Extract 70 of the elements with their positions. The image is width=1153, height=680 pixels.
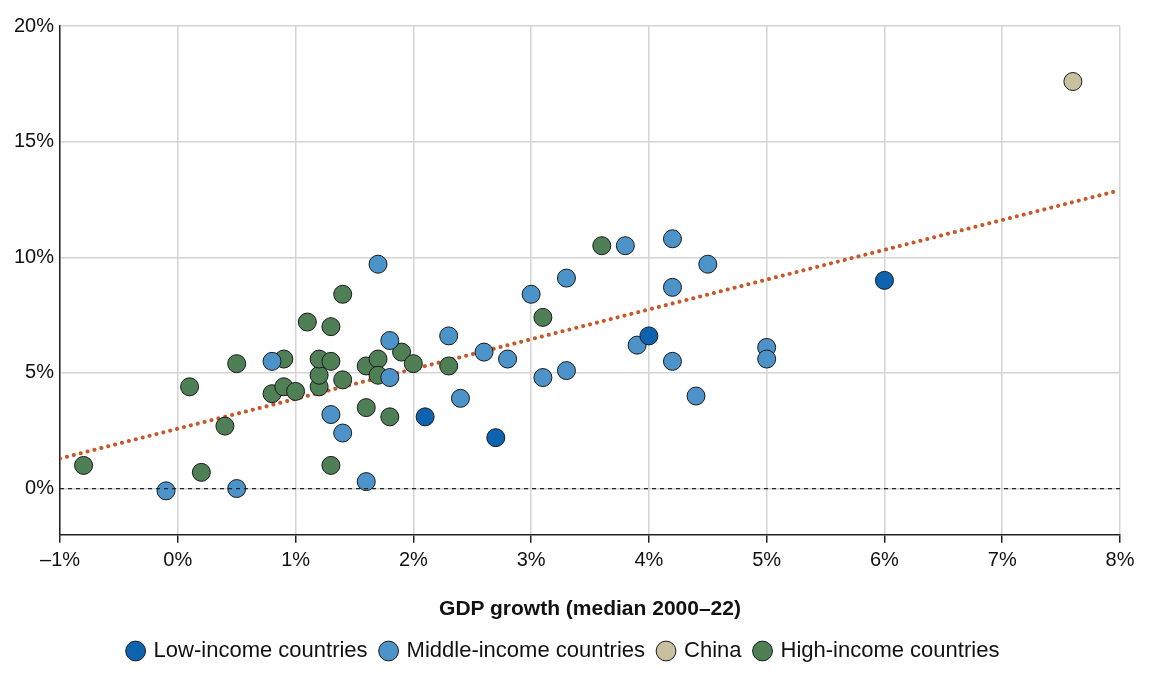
point <box>1063 72 1083 92</box>
point <box>686 386 706 406</box>
x-tick-label: 3% <box>516 548 546 571</box>
point <box>309 365 329 385</box>
point <box>333 284 353 304</box>
x-tick-label: 5% <box>752 548 782 571</box>
point <box>380 407 400 427</box>
point <box>486 428 506 448</box>
point <box>757 349 777 369</box>
point <box>439 356 459 376</box>
point <box>368 349 388 369</box>
x-tick-label: 8% <box>1105 548 1135 571</box>
point <box>356 472 376 492</box>
point <box>227 354 247 374</box>
point <box>474 342 494 362</box>
point <box>615 236 635 256</box>
point <box>227 479 247 499</box>
point <box>286 381 306 401</box>
point <box>662 351 682 371</box>
point <box>639 326 659 346</box>
point <box>403 354 423 374</box>
point <box>321 455 341 475</box>
point <box>392 342 412 362</box>
point <box>498 349 518 369</box>
point <box>533 307 553 327</box>
point <box>215 416 235 436</box>
point <box>874 270 894 290</box>
point <box>356 398 376 418</box>
point <box>156 481 176 501</box>
x-tick-label: 4% <box>634 548 664 571</box>
legend-label: Low-income countries <box>153 637 368 663</box>
point <box>439 326 459 346</box>
y-tick-label: 0% <box>25 476 55 499</box>
point <box>380 331 400 351</box>
point <box>415 407 435 427</box>
point <box>380 368 400 388</box>
x-tick-label: –1% <box>40 548 81 571</box>
point <box>450 388 470 408</box>
point <box>321 351 341 371</box>
point <box>180 377 200 397</box>
point <box>521 284 541 304</box>
y-tick-label: 20% <box>14 13 55 36</box>
x-axis-title: GDP growth (median 2000–22) <box>439 596 741 620</box>
x-tick-label: 2% <box>398 548 429 571</box>
legend-label: China <box>684 637 743 663</box>
point <box>321 405 341 425</box>
point <box>333 370 353 390</box>
x-tick-label: 6% <box>870 548 900 571</box>
point <box>533 368 553 388</box>
point <box>592 236 612 256</box>
point <box>698 254 718 274</box>
point <box>191 462 211 482</box>
point <box>556 361 576 381</box>
y-tick-label: 10% <box>14 244 55 267</box>
x-tick-label: 7% <box>987 548 1017 571</box>
point <box>662 277 682 297</box>
x-tick-label: 1% <box>281 548 311 571</box>
point <box>333 423 353 443</box>
point <box>368 254 388 274</box>
point <box>262 351 282 371</box>
point <box>297 312 317 332</box>
legend-label: High-income countries <box>780 637 1000 663</box>
point <box>662 229 682 249</box>
legend-label: Middle-income countries <box>406 637 646 663</box>
y-tick-label: 5% <box>25 360 55 383</box>
y-tick-label: 15% <box>14 129 55 152</box>
x-tick-label: 0% <box>163 548 193 571</box>
point <box>74 455 94 475</box>
point <box>321 317 341 337</box>
point <box>556 268 576 288</box>
